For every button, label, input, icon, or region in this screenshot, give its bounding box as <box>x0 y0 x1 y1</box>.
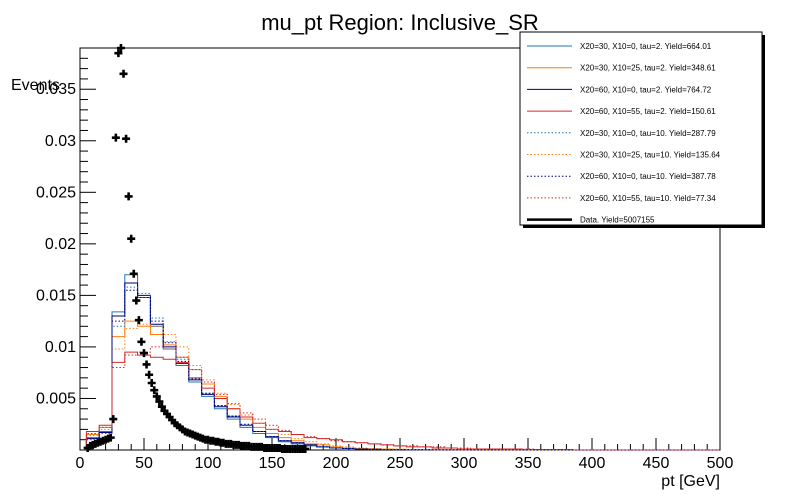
data-point <box>301 444 310 453</box>
x-tick-label: 500 <box>707 455 734 472</box>
data-point <box>134 316 143 325</box>
x-tick-label: 150 <box>259 455 286 472</box>
histogram-series-4 <box>85 351 720 451</box>
legend-label: X20=30, X10=0, tau=10. Yield=287.79 <box>580 129 716 138</box>
legend-label: X20=30, X10=25, tau=10. Yield=135.64 <box>580 151 721 160</box>
data-point <box>114 49 123 58</box>
y-tick-label: 0.025 <box>36 184 76 201</box>
data-point <box>106 433 115 442</box>
data-point <box>137 337 146 346</box>
data-point <box>111 133 120 142</box>
legend-label: X20=60, X10=0, tau=2. Yield=764.72 <box>580 85 712 94</box>
histogram-series-7 <box>85 289 720 451</box>
data-point <box>145 370 154 379</box>
legend: X20=30, X10=0, tau=2. Yield=664.01 X20=30… <box>519 31 765 228</box>
x-tick-label: 100 <box>195 455 222 472</box>
data-point <box>119 69 128 78</box>
x-axis-label: pt [GeV] <box>661 473 720 490</box>
data-point <box>155 397 164 406</box>
y-tick-label: 0.005 <box>36 390 76 407</box>
data-point <box>124 192 133 201</box>
x-tick-label: 200 <box>323 455 350 472</box>
data-point <box>127 234 136 243</box>
y-tick-label: 0.03 <box>45 133 76 150</box>
legend-label: X20=60, X10=0, tau=10. Yield=387.78 <box>580 172 716 181</box>
legend-label: X20=60, X10=55, tau=10. Yield=77.34 <box>580 194 716 203</box>
legend-label: X20=30, X10=0, tau=2. Yield=664.01 <box>580 42 712 51</box>
x-tick-label: 350 <box>515 455 542 472</box>
y-axis-label: Events <box>11 77 60 94</box>
data-point <box>140 349 148 358</box>
legend-label: Data. Yield=5007155 <box>580 216 655 225</box>
x-tick-label: 450 <box>643 455 670 472</box>
histogram-series-6 <box>85 323 720 451</box>
data-point <box>132 296 141 305</box>
x-tick-label: 250 <box>387 455 414 472</box>
x-tick-label: 400 <box>579 455 606 472</box>
legend-box <box>519 31 763 226</box>
y-tick-label: 0.035 <box>36 81 76 98</box>
data-point <box>152 392 161 401</box>
y-tick-label: 0.015 <box>36 287 76 304</box>
x-tick-label: 300 <box>451 455 478 472</box>
plot-area: 0 50 100 150 200 250 300 350 400 450 500 0.005 0.01 0… <box>36 44 733 472</box>
y-tick-label: 0.01 <box>45 339 76 356</box>
data-point <box>116 44 125 52</box>
x-tick-label: 50 <box>135 455 153 472</box>
chart-title: mu_pt Region: Inclusive_SR <box>261 10 539 35</box>
data-point <box>129 269 138 278</box>
histogram-series-8 <box>85 346 720 451</box>
data-point <box>150 386 159 395</box>
data-point <box>122 134 131 143</box>
data-point <box>147 379 156 387</box>
legend-label: X20=60, X10=55, tau=2. Yield=150.61 <box>580 107 716 116</box>
data-point <box>109 415 118 424</box>
y-tick-label: 0.02 <box>45 236 76 253</box>
x-tick-label: 0 <box>76 455 85 472</box>
data-point <box>142 360 151 369</box>
data-point <box>157 402 166 411</box>
legend-label: X20=30, X10=25, tau=2. Yield=348.61 <box>580 64 716 73</box>
